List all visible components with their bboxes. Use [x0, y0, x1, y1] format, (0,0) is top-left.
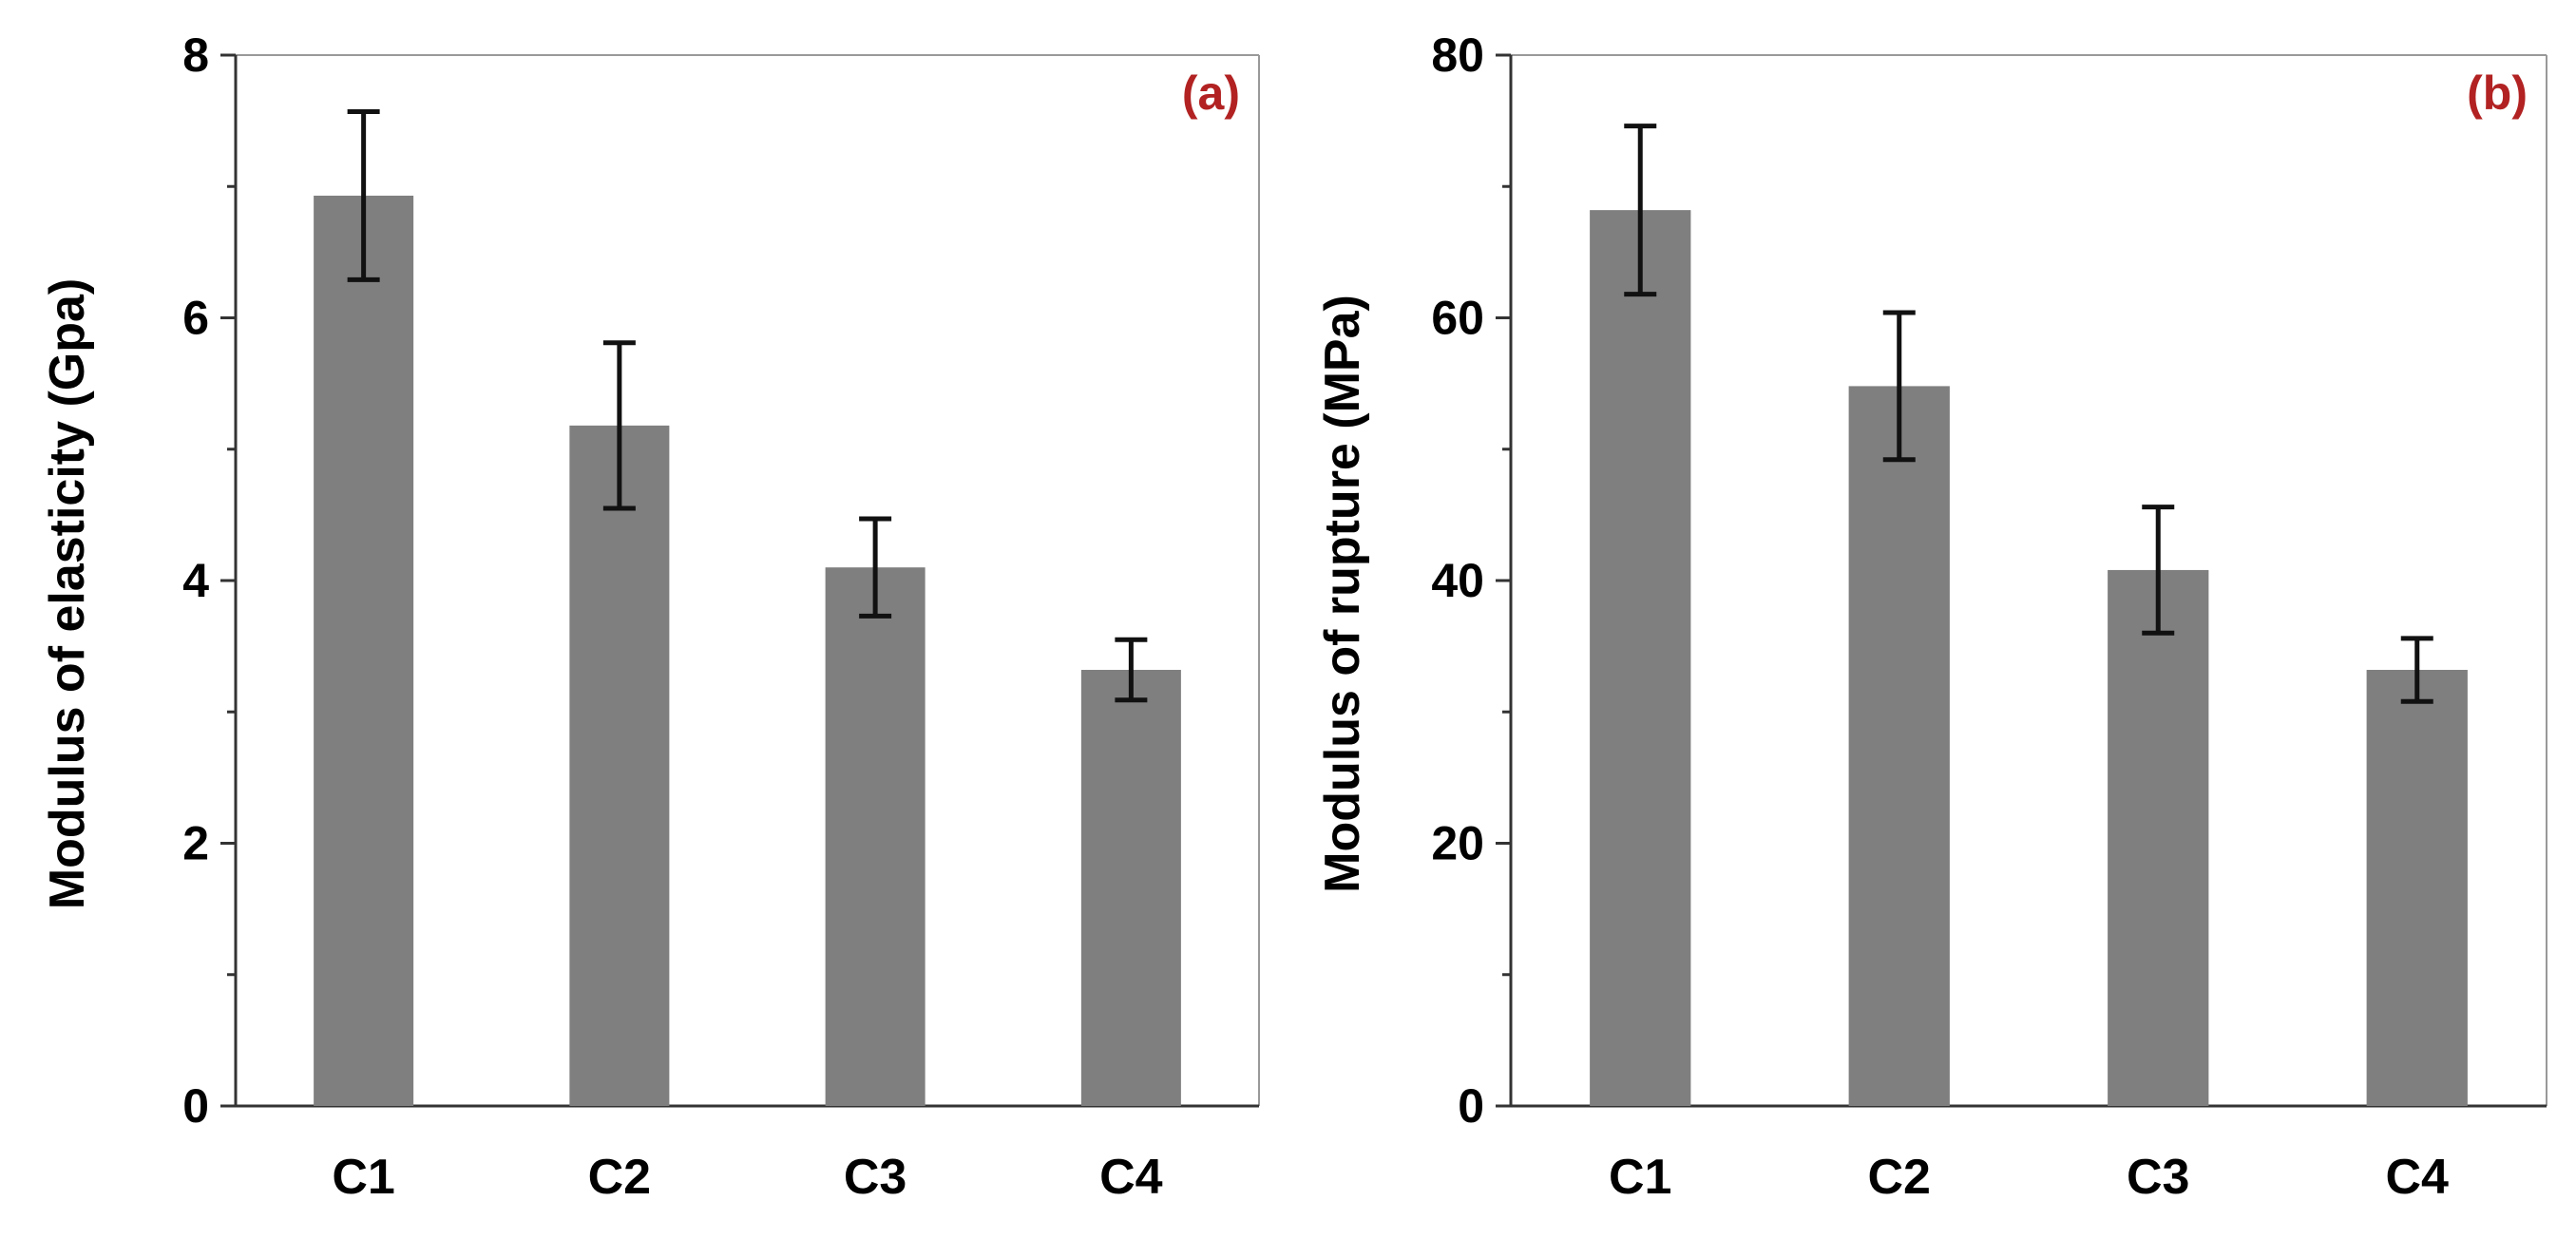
panel-b: (b) Modulus of rupture (MPa) 0 20 40 60 80 C1… [1315, 29, 2547, 1205]
panel-b-y-tick-label: 80 [1431, 29, 1484, 82]
panel-a-label: (a) [1182, 67, 1240, 120]
panel-b-y-tick-label: 0 [1458, 1079, 1484, 1133]
panel-a-y-tick-label: 4 [182, 554, 209, 607]
panel-a-bar-c1 [314, 195, 414, 1107]
panel-b-bar-c3 [2108, 569, 2209, 1106]
panel-a-x-tick-label: C2 [588, 1150, 651, 1205]
panel-b-bar-c1 [1590, 210, 1691, 1106]
panel-b-bar-c4 [2366, 670, 2468, 1106]
panel-a-y-tick-label: 6 [182, 292, 209, 345]
panel-a-y-axis-title: Modulus of elasticity (Gpa) [40, 278, 95, 910]
panel-b-bar-c2 [1848, 386, 1950, 1106]
panel-a-y-tick-label: 8 [182, 29, 209, 82]
panel-a-x-tick-label: C1 [332, 1150, 394, 1205]
panel-b-x-tick-label: C1 [1609, 1150, 1671, 1205]
panel-b-x-tick-label: C4 [2386, 1150, 2450, 1205]
panel-b-y-tick-label: 20 [1431, 817, 1484, 870]
panel-b-y-axis-title: Modulus of rupture (MPa) [1315, 295, 1370, 893]
panel-a-bar-c2 [569, 425, 670, 1106]
panel-a-y-tick-label: 2 [182, 817, 209, 870]
panel-a-bar-c4 [1080, 670, 1181, 1106]
panel-b-x-tick-label: C3 [2127, 1150, 2189, 1205]
panel-a-x-tick-label: C4 [1099, 1150, 1163, 1205]
panel-a-y-tick-label: 0 [182, 1079, 209, 1133]
panel-a-x-tick-label: C3 [844, 1150, 906, 1205]
panel-b-y-tick-label: 60 [1431, 292, 1484, 345]
panel-a: (a) Modulus of elasticity (Gpa) 0 2 4 6 8 C1 C… [40, 29, 1260, 1205]
panel-b-y-tick-label: 40 [1431, 554, 1484, 607]
panel-a-bar-c3 [825, 567, 925, 1106]
panel-b-x-tick-label: C2 [1868, 1150, 1931, 1205]
panel-b-label: (b) [2467, 67, 2528, 120]
